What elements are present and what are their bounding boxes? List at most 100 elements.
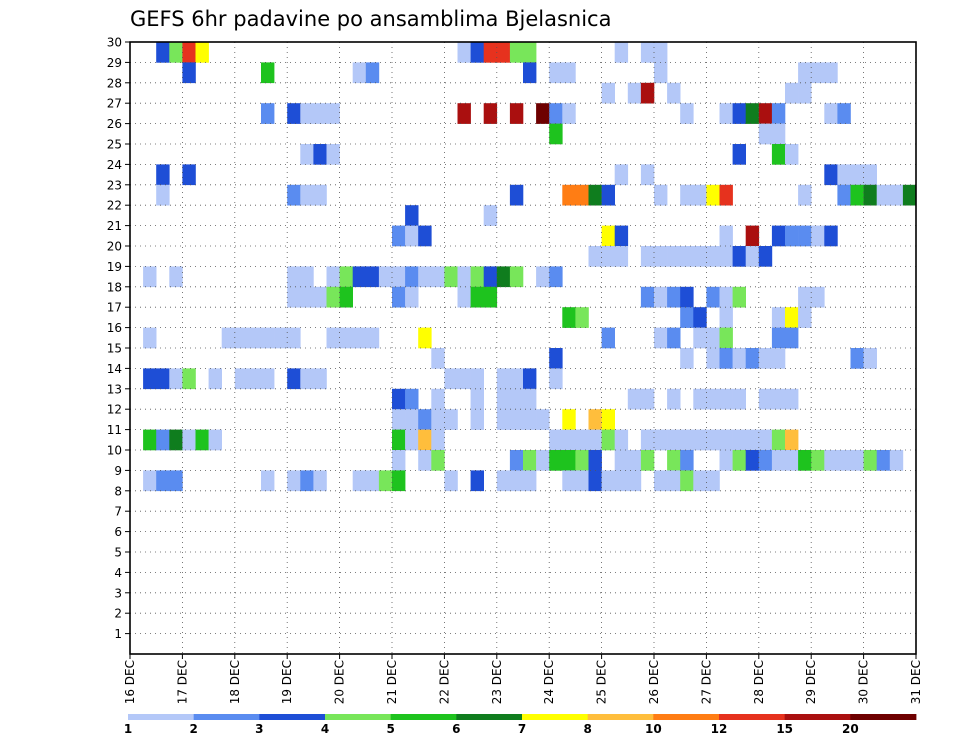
- heatmap-cell: [549, 348, 563, 369]
- heatmap-cell: [365, 470, 380, 492]
- heatmap-cell: [719, 450, 733, 471]
- heatmap-cell: [509, 450, 524, 471]
- heatmap-cell: [208, 429, 222, 451]
- heatmap-cell: [575, 450, 589, 471]
- heatmap-cell: [745, 450, 760, 471]
- heatmap-cell: [758, 246, 773, 267]
- heatmap-cell: [496, 266, 511, 288]
- heatmap-cell: [719, 348, 733, 369]
- heatmap-cell: [156, 470, 170, 492]
- heatmap-cell: [640, 450, 655, 471]
- heatmap-cell: [837, 164, 851, 186]
- heatmap-cell: [300, 266, 314, 288]
- x-tick-label: 27 DEC: [699, 660, 713, 704]
- heatmap-cell: [889, 184, 904, 206]
- colorbar-swatch: [128, 714, 195, 720]
- heatmap-cell: [745, 348, 760, 369]
- y-tick-label: 25: [107, 138, 122, 152]
- heatmap-cell: [732, 286, 746, 308]
- heatmap-cell: [405, 225, 419, 247]
- heatmap-cell: [418, 327, 432, 349]
- y-tick-label: 9: [114, 464, 122, 478]
- heatmap-cell: [261, 103, 275, 124]
- heatmap-cell: [470, 42, 484, 63]
- x-tick-label: 18 DEC: [228, 660, 242, 704]
- heatmap-cell: [392, 409, 406, 430]
- heatmap-cell: [418, 429, 432, 451]
- heatmap-cell: [470, 388, 484, 410]
- heatmap-cell: [470, 266, 484, 288]
- heatmap-cell: [614, 470, 629, 492]
- colorbar-label: 12: [711, 722, 728, 736]
- heatmap-cell: [601, 409, 615, 430]
- heatmap-cell: [732, 144, 746, 165]
- heatmap-cell: [719, 286, 733, 308]
- heatmap-cell: [156, 429, 170, 451]
- heatmap-cell: [745, 225, 760, 247]
- heatmap-cell: [169, 429, 183, 451]
- heatmap-cell: [195, 429, 209, 451]
- heatmap-cell: [680, 348, 694, 369]
- heatmap-cell: [771, 103, 786, 124]
- heatmap-cell: [444, 409, 458, 430]
- heatmap-cell: [287, 103, 301, 124]
- heatmap-cell: [798, 450, 812, 471]
- colorbar-label: 4: [321, 722, 329, 736]
- heatmap-cell: [588, 409, 602, 430]
- heatmap-cell: [575, 429, 589, 451]
- colorbar-swatch: [390, 714, 457, 720]
- heatmap-cell: [234, 368, 249, 390]
- heatmap-cell: [732, 450, 746, 471]
- heatmap-cell: [326, 103, 340, 124]
- heatmap-cell: [680, 184, 694, 206]
- heatmap-cell: [536, 409, 550, 430]
- heatmap-cell: [392, 388, 406, 410]
- heatmap-cell: [536, 450, 550, 471]
- heatmap-cell: [365, 327, 380, 349]
- heatmap-cell: [876, 184, 891, 206]
- heatmap-cell: [182, 62, 196, 84]
- chart-title: GEFS 6hr padavine po ansamblima Bjelasni…: [130, 7, 611, 31]
- heatmap-cell: [785, 225, 799, 247]
- heatmap-cell: [640, 388, 655, 410]
- heatmap-cell: [378, 470, 393, 492]
- heatmap-cell: [654, 327, 668, 349]
- heatmap-cell: [640, 429, 655, 451]
- heatmap-cell: [745, 103, 760, 124]
- y-tick-label: 30: [107, 36, 122, 50]
- heatmap-cell: [431, 409, 445, 430]
- heatmap-cell: [706, 348, 720, 369]
- heatmap-cell: [771, 327, 786, 349]
- heatmap-cell: [365, 266, 380, 288]
- heatmap-cell: [339, 266, 353, 288]
- heatmap-cell: [509, 103, 524, 124]
- heatmap-cell: [418, 266, 432, 288]
- heatmap-cell: [601, 82, 615, 104]
- y-tick-label: 21: [107, 219, 122, 233]
- heatmap-cell: [405, 205, 419, 226]
- heatmap-cell: [785, 450, 799, 471]
- x-tick-label: 20 DEC: [333, 660, 347, 704]
- heatmap-cell: [719, 327, 733, 349]
- heatmap-cell: [287, 286, 301, 308]
- y-tick-label: 1: [114, 627, 122, 641]
- heatmap-cell: [470, 368, 484, 390]
- heatmap-cell: [693, 327, 707, 349]
- colorbar-label: 20: [842, 722, 859, 736]
- colorbar-label: 10: [645, 722, 662, 736]
- heatmap-cell: [247, 368, 262, 390]
- heatmap-cell: [680, 307, 694, 328]
- y-tick-label: 16: [107, 321, 122, 335]
- heatmap-cell: [798, 62, 812, 84]
- heatmap-cell: [837, 103, 851, 124]
- y-tick-label: 17: [107, 301, 122, 315]
- heatmap-cell: [326, 144, 340, 165]
- heatmap-cell: [562, 450, 576, 471]
- heatmap-cell: [300, 144, 314, 165]
- heatmap-cell: [470, 470, 484, 492]
- y-tick-label: 2: [114, 607, 122, 621]
- x-tick-label: 26 DEC: [647, 660, 661, 704]
- heatmap-cell: [549, 266, 563, 288]
- heatmap-cell: [667, 286, 681, 308]
- heatmap-cell: [601, 225, 615, 247]
